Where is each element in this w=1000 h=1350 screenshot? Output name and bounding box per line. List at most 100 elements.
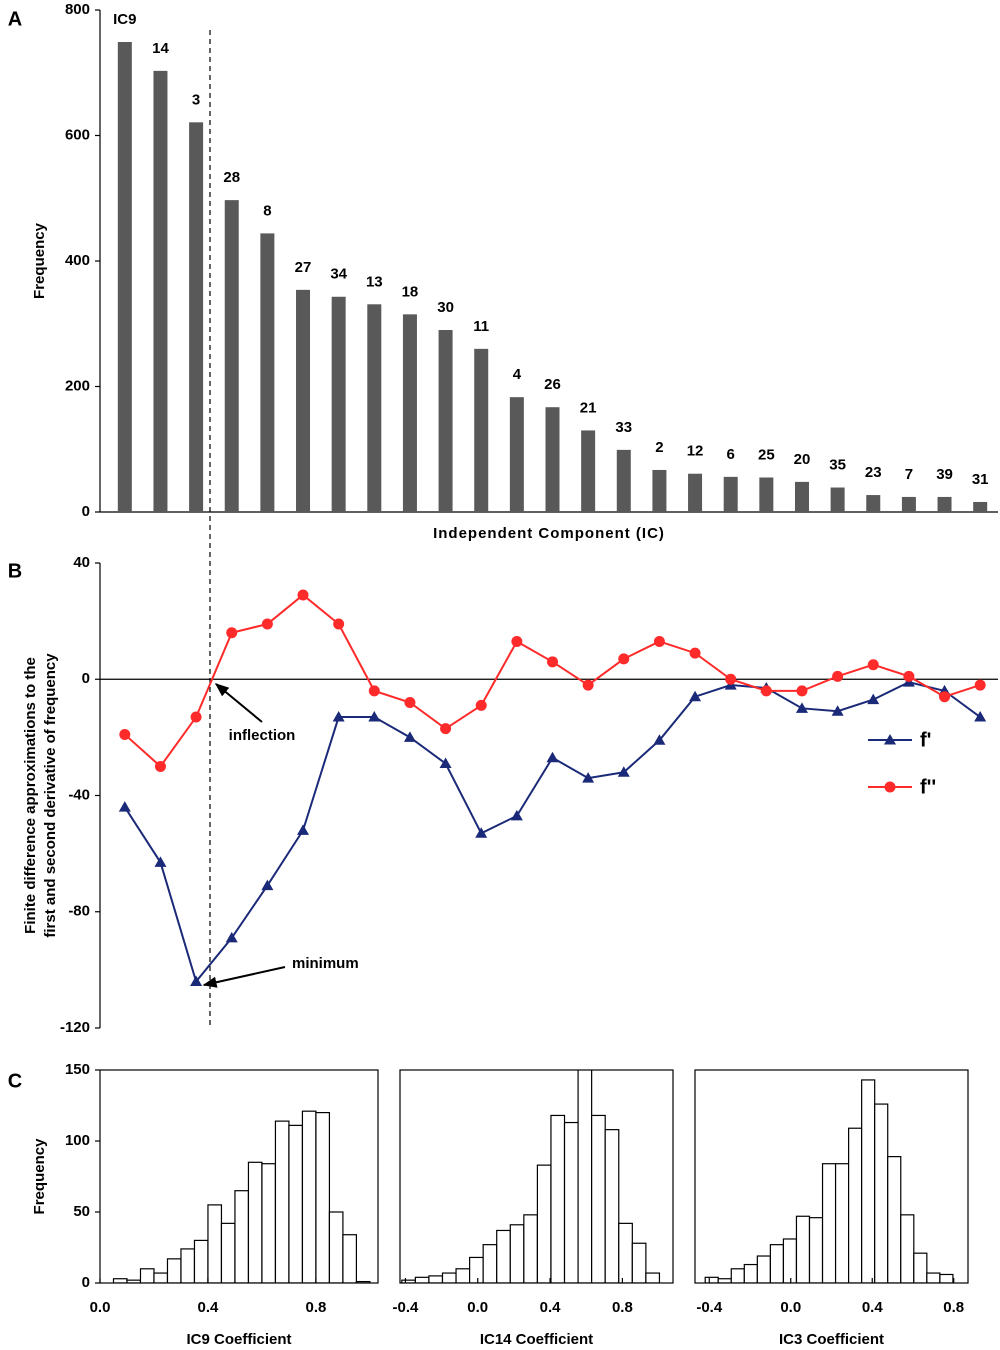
y-tick-label: -40 xyxy=(68,786,90,803)
y-tick-label: 0 xyxy=(82,670,90,687)
bar xyxy=(260,233,275,512)
bar-label: 13 xyxy=(366,273,383,290)
y-axis-label: Frequency xyxy=(31,1138,48,1215)
bar-label: 25 xyxy=(758,446,775,463)
bar-label: 21 xyxy=(580,399,597,416)
annotation-arrow xyxy=(214,683,263,723)
bar-label: 34 xyxy=(330,266,347,283)
bar xyxy=(153,70,168,513)
bar xyxy=(730,1268,745,1283)
bar xyxy=(782,1238,798,1283)
bar xyxy=(367,304,382,512)
marker xyxy=(832,670,844,682)
bar xyxy=(795,1215,811,1283)
y-tick-label: 0 xyxy=(82,1274,90,1291)
bar-label: 8 xyxy=(263,202,271,219)
bar xyxy=(743,1263,758,1283)
marker xyxy=(547,656,558,668)
marker xyxy=(974,679,986,691)
y-tick-label: 400 xyxy=(65,252,90,269)
bar xyxy=(402,314,417,512)
marker xyxy=(440,723,452,735)
bar xyxy=(769,1244,785,1283)
bar xyxy=(577,1070,593,1283)
bar xyxy=(180,1248,196,1283)
bar xyxy=(509,397,524,512)
bar xyxy=(874,1103,889,1283)
bar-label: 30 xyxy=(437,299,454,316)
bar xyxy=(645,1272,661,1283)
x-tick-label: -0.4 xyxy=(696,1299,723,1316)
marker xyxy=(867,693,880,705)
bar-label: 26 xyxy=(544,376,561,393)
y-tick-label: 150 xyxy=(65,1061,90,1078)
x-tick-label: 0.8 xyxy=(305,1299,326,1316)
marker xyxy=(261,879,274,891)
y-tick-label: 100 xyxy=(65,1132,90,1149)
bar xyxy=(438,330,453,512)
bar xyxy=(234,1190,250,1283)
legend-label: f'' xyxy=(920,776,936,798)
bar xyxy=(261,1163,277,1283)
bar-label: 31 xyxy=(972,471,989,488)
bar xyxy=(591,1114,606,1283)
bar xyxy=(973,501,988,512)
marker xyxy=(475,827,488,838)
bar xyxy=(153,1272,169,1283)
marker xyxy=(404,697,416,708)
y-tick-label: 40 xyxy=(73,554,90,571)
bar xyxy=(618,1222,633,1283)
marker xyxy=(618,653,630,665)
bar xyxy=(830,487,845,512)
panel-label: C xyxy=(8,1070,22,1092)
bar-label: 7 xyxy=(905,466,913,483)
bar xyxy=(913,1252,928,1283)
bar-label: 28 xyxy=(223,169,240,186)
bar xyxy=(220,1222,236,1283)
bar xyxy=(455,1268,471,1283)
x-tick-label: 0.8 xyxy=(612,1299,633,1316)
x-tick-label: 0.4 xyxy=(540,1299,562,1316)
bar-label: 23 xyxy=(865,464,882,481)
bar xyxy=(821,1163,837,1283)
bar-label: 12 xyxy=(687,443,704,460)
bar xyxy=(247,1161,263,1283)
bar xyxy=(288,1124,304,1283)
bar-label: 11 xyxy=(473,318,489,335)
bar xyxy=(939,1273,954,1283)
marker xyxy=(867,659,879,671)
bar xyxy=(723,476,738,512)
bar xyxy=(887,1156,902,1283)
marker xyxy=(333,618,345,630)
marker xyxy=(297,589,309,601)
bar xyxy=(861,1079,876,1283)
bar xyxy=(604,1129,620,1283)
x-axis-label: IC3 Coefficient xyxy=(779,1331,884,1348)
y-tick-label: -80 xyxy=(68,903,90,920)
x-axis-label: IC9 Coefficient xyxy=(186,1331,291,1348)
marker xyxy=(903,670,915,682)
bar xyxy=(496,1229,511,1283)
bar xyxy=(581,430,596,512)
bar-label: 35 xyxy=(829,456,846,473)
marker xyxy=(332,711,345,722)
x-tick-label: 0.8 xyxy=(943,1299,964,1316)
bar xyxy=(926,1272,941,1283)
y-tick-label: 600 xyxy=(65,126,90,143)
bar xyxy=(414,1276,430,1283)
bar xyxy=(688,473,703,512)
bar xyxy=(759,477,774,512)
y-tick-label: 0 xyxy=(82,503,90,520)
marker xyxy=(475,699,487,711)
marker xyxy=(190,975,203,986)
plot-frame xyxy=(694,1069,969,1284)
bar-label: 20 xyxy=(794,451,811,468)
marker xyxy=(582,772,595,783)
bar xyxy=(848,1127,863,1283)
bar xyxy=(563,1121,579,1283)
marker xyxy=(154,856,167,867)
y-tick-label: 800 xyxy=(65,1,90,18)
marker xyxy=(795,702,808,713)
plot-frame xyxy=(99,1069,379,1284)
